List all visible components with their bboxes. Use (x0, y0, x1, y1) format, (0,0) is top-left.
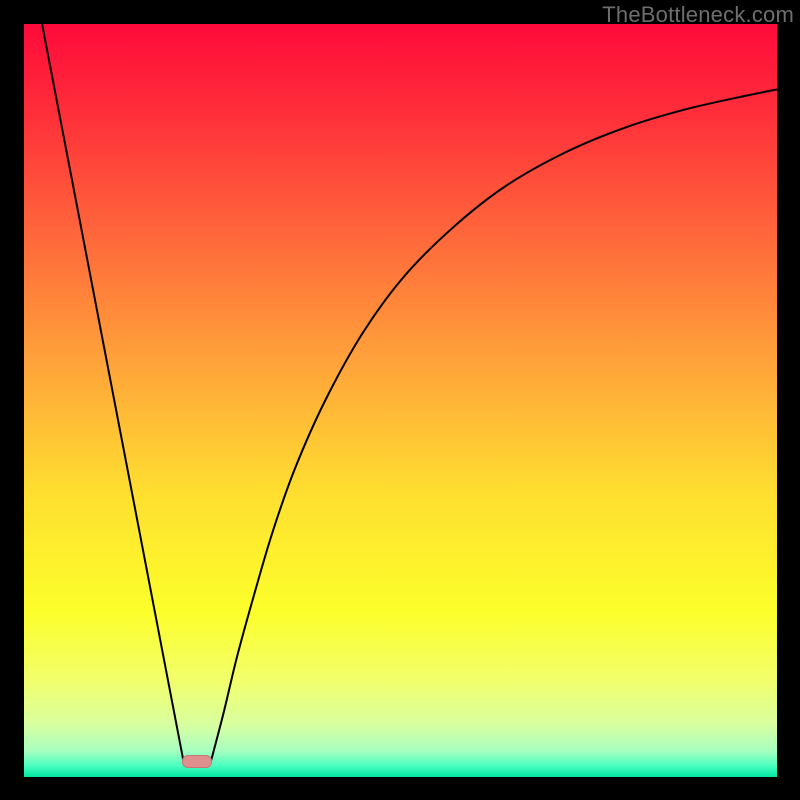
curve-right-branch (211, 90, 777, 762)
minimum-marker (182, 755, 212, 768)
curve-left-branch (42, 24, 184, 762)
curve-layer (24, 24, 777, 777)
plot-area (24, 24, 777, 777)
chart-container: TheBottleneck.com (0, 0, 800, 800)
